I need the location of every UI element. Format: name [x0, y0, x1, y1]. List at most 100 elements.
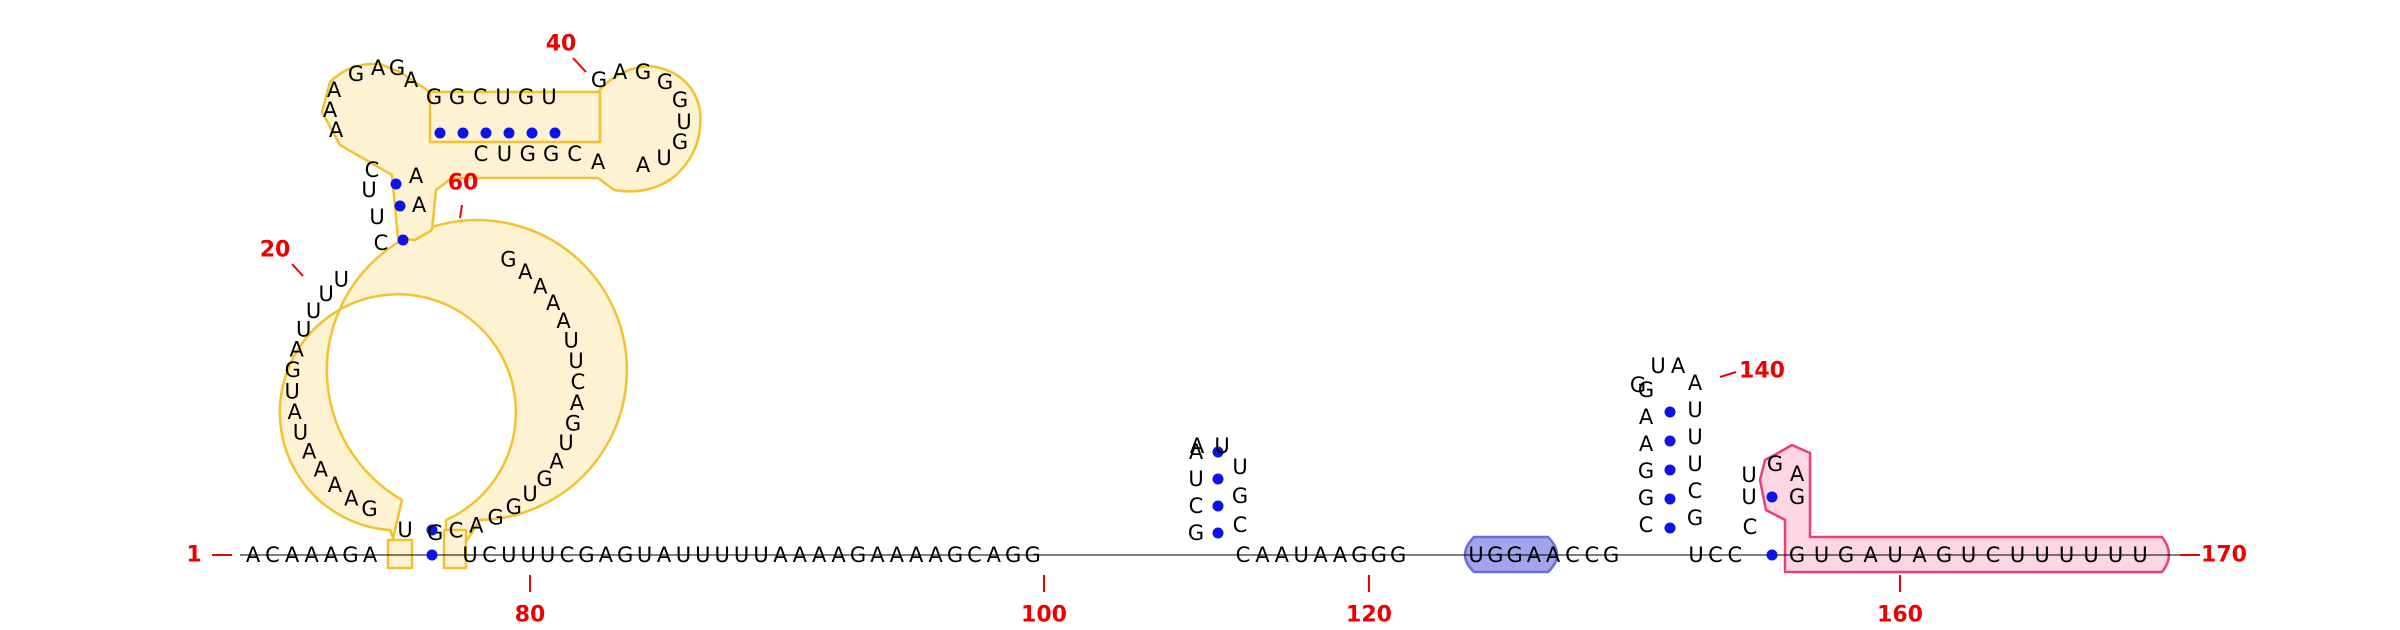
nucleotide: U: [1741, 463, 1756, 487]
nucleotide: G: [1506, 543, 1522, 567]
highlight-big-loop: [278, 218, 629, 562]
highlight-stem-left: [386, 538, 414, 570]
nucleotide: G: [850, 543, 866, 567]
nucleotide: C: [1708, 543, 1723, 567]
nucleotide: U: [540, 543, 555, 567]
nucleotide: G: [427, 521, 443, 545]
nucleotide: G: [1390, 543, 1406, 567]
base-pair-dot: [1212, 527, 1224, 539]
nucleotide: U: [522, 482, 537, 506]
nucleotide: G: [1188, 521, 1204, 545]
nucleotide: A: [285, 543, 300, 567]
nucleotide: U: [284, 379, 299, 403]
nucleotide: U: [334, 267, 349, 291]
nucleotide: G: [285, 358, 301, 382]
nucleotide: U: [541, 85, 556, 109]
nucleotide: U: [2010, 543, 2025, 567]
nucleotide: A: [404, 68, 419, 92]
base-pairs: [390, 127, 1778, 561]
nucleotide: A: [329, 118, 344, 142]
base-pair-dot: [1664, 435, 1676, 447]
position-tick: [459, 204, 463, 219]
nucleotide: U: [2083, 543, 2098, 567]
nucleotide: A: [1190, 434, 1205, 458]
nucleotide: A: [1639, 432, 1654, 456]
nucleotide: A: [1790, 462, 1805, 486]
nucleotide: G: [506, 495, 522, 519]
nucleotide: A: [469, 514, 484, 538]
nucleotide: A: [613, 60, 628, 84]
position-tick: [1719, 371, 1737, 378]
nucleotide: U: [1814, 543, 1829, 567]
nucleotide: U: [1741, 485, 1756, 509]
nucleotide: C: [571, 370, 586, 394]
nucleotide: A: [591, 150, 606, 174]
nucleotide: U: [497, 142, 512, 166]
base-pair-dot: [426, 524, 438, 536]
base-pair-dot: [1664, 406, 1676, 418]
nucleotide: G: [1630, 373, 1646, 397]
nucleotide: A: [1275, 543, 1290, 567]
nucleotide: G: [565, 411, 581, 435]
nucleotide: G: [617, 543, 633, 567]
nucleotide: A: [987, 543, 1002, 567]
nucleotide: C: [1189, 494, 1204, 518]
nucleotide: U: [2059, 543, 2074, 567]
nucleotide: A: [1912, 543, 1927, 567]
base-pair-dot: [1212, 500, 1224, 512]
nucleotide: C: [365, 158, 380, 182]
nucleotide: G: [536, 467, 552, 491]
position-tick: [572, 57, 587, 73]
nucleotide: U: [2108, 543, 2123, 567]
nucleotide: G: [672, 88, 688, 112]
nucleotide: G: [518, 85, 534, 109]
nucleotide: A: [1313, 543, 1328, 567]
nucleotide: C: [482, 543, 497, 567]
nucleotide: A: [549, 450, 564, 474]
nucleotide: U: [462, 543, 477, 567]
nucleotide: U: [361, 178, 376, 202]
base-pair-dot: [397, 234, 409, 246]
nucleotide: A: [302, 440, 317, 464]
base-pair-dot: [480, 127, 492, 139]
nucleotide: G: [520, 142, 536, 166]
nucleotide: G: [1371, 543, 1387, 567]
nucleotide: C: [1688, 479, 1703, 503]
nucleotide: U: [564, 329, 579, 353]
nucleotide: A: [546, 291, 561, 315]
nucleotide: A: [412, 193, 427, 217]
nucleotide: C: [265, 543, 280, 567]
position-label-n170: 170: [2201, 543, 2247, 568]
nucleotide: U: [1688, 543, 1703, 567]
nucleotide: U: [1214, 434, 1229, 458]
base-pair-dot: [1766, 491, 1778, 503]
nucleotide: U: [568, 349, 583, 373]
nucleotide: G: [1936, 543, 1952, 567]
nucleotide: G: [1789, 543, 1805, 567]
nucleotide: U: [1188, 467, 1203, 491]
nucleotide: G: [672, 130, 688, 154]
nucleotide: G: [426, 85, 442, 109]
position-label-n20: 20: [260, 238, 291, 263]
base-pair-dot: [1766, 549, 1778, 561]
base-pair-dot: [1664, 522, 1676, 534]
nucleotide: G: [591, 68, 607, 92]
nucleotide: A: [1255, 543, 1270, 567]
nucleotide: C: [374, 231, 389, 255]
nucleotide: U: [753, 543, 768, 567]
nucleotide: U: [296, 318, 311, 342]
base-pair-dot: [1212, 473, 1224, 485]
nucleotide: A: [570, 391, 585, 415]
position-label-n1: 1: [186, 543, 201, 568]
nucleotide: C: [1233, 513, 1248, 537]
nucleotide: U: [1687, 452, 1702, 476]
nucleotide: U: [1687, 398, 1702, 422]
nucleotide: U: [676, 110, 691, 134]
nucleotide: C: [567, 142, 582, 166]
nucleotide: U: [1687, 425, 1702, 449]
base-pair-dot: [549, 127, 561, 139]
nucleotide: A: [324, 543, 339, 567]
nucleotide: U: [2034, 543, 2049, 567]
